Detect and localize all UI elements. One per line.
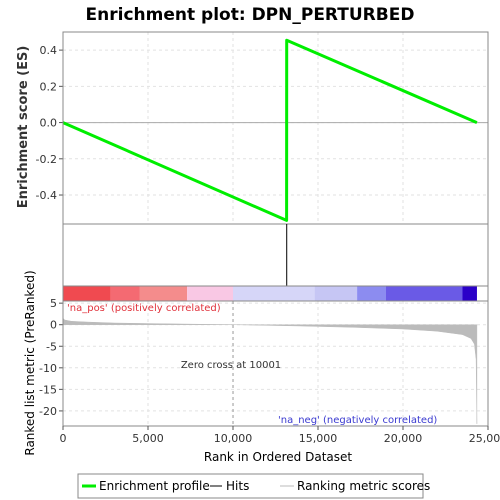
x-axis-ticks: 0 5,000 10,000 15,000 20,000 25,000 [60,426,500,445]
x-tick-label: 25,000 [469,432,500,445]
legend-box [77,473,424,499]
metric-panel-frame [62,300,489,427]
colorbar-segment [110,286,140,301]
colorbar-segment [63,286,111,301]
metric-tick-label: -10 [39,362,57,375]
colorbar-segment [139,286,188,301]
metric-tick-label: -15 [39,383,57,396]
pos-correlated-label: 'na_pos' (positively correlated) [67,303,221,314]
es-y-ticks: 0.4 0.2 0.0 -0.2 -0.4 [36,44,63,202]
x-tick-label: 0 [60,432,67,445]
colorbar-segment [314,286,358,301]
es-grid [62,32,489,224]
metric-series [62,317,478,424]
zero-cross-label: Zero cross at 10001 [181,360,281,371]
x-tick-label: 20,000 [384,432,423,445]
hits-panel-frame [62,223,489,287]
es-tick-label: -0.4 [36,189,57,202]
x-axis-label: Rank in Ordered Dataset [204,450,352,464]
legend: Enrichment profile Hits Ranking metric s… [77,473,430,499]
metric-tick-label: 0 [50,319,57,332]
ranking-metric-area [62,317,478,424]
metric-y-ticks: 5 0 -5 -10 -15 -20 [39,297,63,418]
es-tick-label: -0.2 [36,153,57,166]
metric-tick-label: -5 [46,340,57,353]
metric-tick-label: 5 [50,297,57,310]
legend-label-enrichment-profile: Enrichment profile [99,479,210,493]
x-tick-label: 15,000 [299,432,338,445]
chart-title: Enrichment plot: DPN_PERTURBED [86,5,415,25]
metric-tick-label: -20 [39,405,57,418]
colorbar-segment [357,286,386,301]
x-tick-label: 10,000 [214,432,253,445]
metric-ylabel: Ranked list metric (PreRanked) [23,270,37,455]
legend-label-ranking-metric: Ranking metric scores [297,479,430,493]
enrichment-profile-line [62,38,478,222]
es-ylabel: Enrichment score (ES) [16,46,31,209]
es-tick-label: 0.2 [40,80,58,93]
colorbar-segment [462,286,477,301]
legend-label-hits: Hits [226,479,249,493]
es-series [62,38,478,222]
colorbar-segment [187,286,233,301]
colorbar-segment [386,286,463,301]
x-tick-label: 5,000 [132,432,164,445]
es-tick-label: 0.0 [40,117,58,130]
ranking-colorbar [63,286,477,301]
neg-correlated-label: 'na_neg' (negatively correlated) [278,415,437,426]
colorbar-segment [233,286,315,301]
es-tick-label: 0.4 [40,44,58,57]
